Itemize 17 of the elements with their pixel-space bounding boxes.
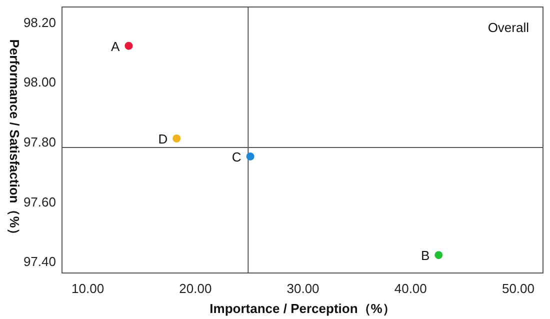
y-tick-label: 98.00	[23, 74, 56, 90]
series-label: B	[420, 248, 430, 264]
series-label: A	[111, 38, 120, 54]
annotation: Overall	[488, 20, 530, 35]
x-tick-label: 40.00	[394, 281, 427, 296]
series-label: C	[232, 149, 242, 164]
x-tick-label: 20.00	[179, 281, 212, 296]
y-axis-title: Performance / Satisfaction（%）	[7, 39, 22, 241]
x-tick-label: 50.00	[502, 281, 535, 296]
y-tick-label: 97.80	[23, 134, 56, 150]
x-tick-label: 10.00	[72, 281, 104, 296]
y-tick-label: 97.60	[23, 194, 56, 210]
y-tick-label: 98.20	[23, 14, 56, 30]
y-tick-label: 97.40	[23, 254, 56, 270]
x-tick-label: 30.00	[286, 281, 320, 296]
series-label: D	[158, 132, 168, 147]
x-axis-title: Importance / Perception（%）	[210, 301, 396, 316]
